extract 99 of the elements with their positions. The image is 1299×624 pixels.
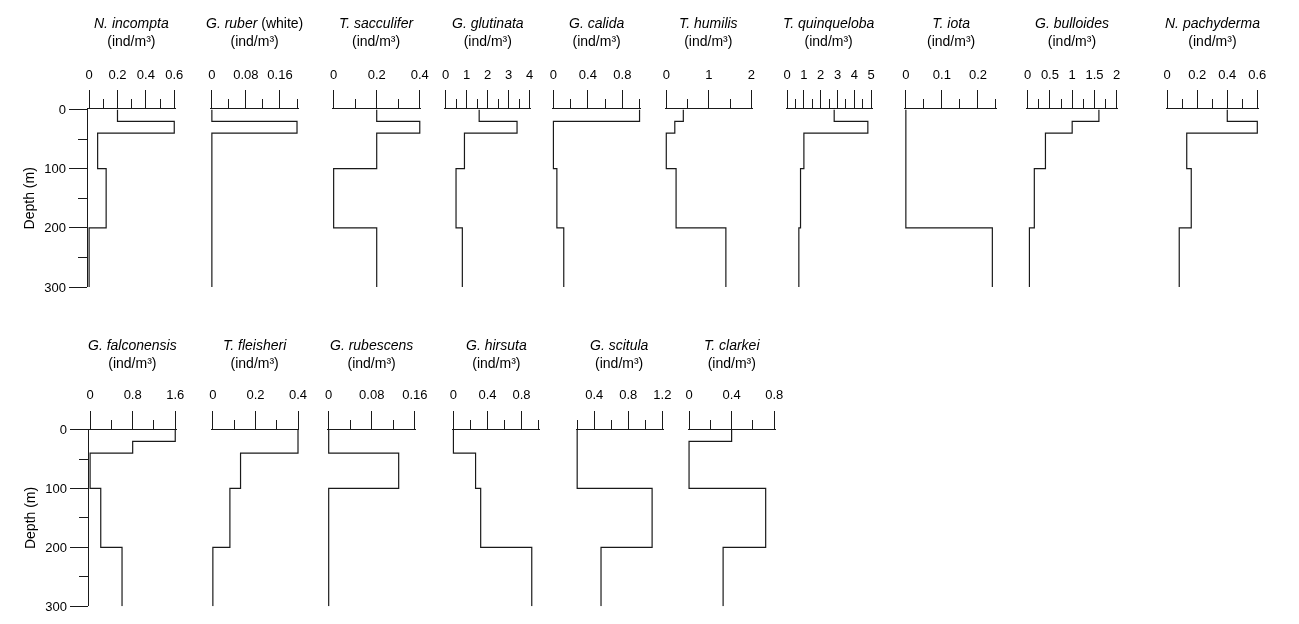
chart-title: T. sacculifer: [339, 15, 415, 31]
x-tick-label: 2: [483, 67, 492, 83]
x-tick-label: 0: [902, 67, 910, 83]
x-tick-label: 0: [1024, 67, 1032, 83]
chart-title: T. clarkei: [704, 337, 761, 353]
x-tick-label: 0.4: [410, 67, 429, 83]
chart-title: T. iota: [932, 15, 971, 31]
chart-title: T. humilis: [679, 15, 738, 31]
y-axis-title: Depth (m): [20, 167, 37, 230]
x-tick-label: 0: [209, 387, 217, 403]
x-tick-label: 0: [330, 67, 338, 83]
x-tick-label: 0: [208, 67, 216, 83]
y-tick-label: 300: [45, 598, 68, 614]
x-tick-label: 0: [449, 387, 458, 403]
x-tick-label: 0.2: [108, 67, 127, 83]
x-tick-label: 0.6: [1248, 67, 1267, 83]
chart-title: G. bulloides: [1035, 15, 1109, 31]
x-tick-label: 0: [662, 67, 670, 83]
x-axis-title: (ind/m³): [595, 355, 644, 372]
x-axis-title: (ind/m³): [351, 33, 401, 50]
y-tick-label: 200: [44, 220, 67, 236]
x-tick-label: 3: [505, 67, 513, 83]
x-tick-label: 0.4: [136, 67, 155, 83]
y-tick-label: 300: [44, 279, 67, 295]
x-tick-label: 0: [685, 387, 693, 403]
x-tick-label: 0.2: [968, 67, 987, 83]
x-tick-label: 0.8: [123, 387, 142, 403]
x-axis-title: (ind/m³): [707, 355, 756, 372]
x-tick-label: 0.8: [619, 387, 638, 403]
x-tick-label: 0.16: [267, 67, 293, 83]
x-axis-title: (ind/m³): [927, 33, 976, 50]
x-tick-label: 0.2: [1188, 67, 1207, 83]
x-tick-label: 0: [1163, 67, 1171, 83]
y-tick-label: 100: [44, 161, 67, 177]
x-tick-label: 0.16: [402, 387, 428, 403]
x-tick-label: 2: [817, 67, 825, 83]
x-tick-label: 0.5: [1040, 67, 1059, 83]
x-tick-label: 0.6: [165, 67, 184, 83]
x-axis-title: (ind/m³): [108, 355, 157, 372]
x-axis-title: (ind/m³): [684, 33, 733, 50]
y-axis-title: Depth (m): [21, 486, 38, 550]
x-tick-label: 0.4: [288, 387, 308, 403]
chart-title: T. quinqueloba: [783, 15, 875, 31]
x-tick-label: 0: [441, 67, 450, 83]
chart-title: N. pachyderma: [1165, 15, 1261, 31]
x-tick-label: 0.4: [1218, 67, 1237, 83]
chart-title: N. incompta: [94, 15, 169, 31]
x-axis-title: (ind/m³): [230, 33, 279, 50]
x-tick-label: 0.4: [722, 387, 741, 403]
x-axis-title: (ind/m³): [572, 33, 621, 50]
x-tick-label: 0: [783, 67, 791, 83]
chart-title: G. rubescens: [330, 337, 414, 353]
x-tick-label: 0.1: [932, 67, 951, 83]
x-tick-label: 0.4: [578, 67, 597, 83]
x-tick-label: 0.4: [585, 387, 604, 403]
x-tick-label: 0.8: [512, 387, 531, 403]
x-tick-label: 0.8: [765, 387, 784, 403]
x-axis-title: (ind/m³): [804, 33, 853, 50]
x-tick-label: 4: [850, 67, 858, 83]
x-tick-label: 1.5: [1085, 67, 1104, 83]
x-axis-title: (ind/m³): [107, 33, 156, 50]
x-axis-title: (ind/m³): [230, 355, 279, 372]
x-tick-label: 0.2: [367, 67, 386, 83]
x-tick-label: 5: [867, 67, 875, 83]
x-tick-label: 0.8: [613, 67, 632, 83]
x-axis-title: (ind/m³): [1188, 33, 1237, 50]
x-tick-label: 1.6: [166, 387, 185, 403]
x-tick-label: 2: [747, 67, 756, 83]
x-tick-label: 0.08: [359, 387, 385, 403]
x-tick-label: 1: [705, 67, 713, 83]
chart-title: G. scitula: [590, 337, 649, 353]
chart-title: G. falconensis: [88, 337, 177, 353]
x-tick-label: 0.08: [233, 67, 259, 83]
y-tick-label: 0: [58, 102, 67, 118]
x-tick-label: 1: [462, 67, 471, 83]
chart-title: T. fleisheri: [223, 337, 288, 353]
x-tick-label: 2: [1113, 67, 1121, 83]
x-tick-label: 3: [833, 67, 842, 83]
y-tick-label: 200: [45, 539, 68, 555]
x-tick-label: 4: [526, 67, 534, 83]
x-tick-label: 1: [1068, 67, 1076, 83]
x-tick-label: 1.2: [653, 387, 672, 403]
chart-title: G. calida: [569, 15, 625, 31]
x-tick-label: 0: [325, 387, 333, 403]
y-tick-label: 100: [45, 481, 68, 497]
x-tick-label: 0.4: [478, 387, 497, 403]
x-axis-title: (ind/m³): [1047, 33, 1097, 50]
x-tick-label: 1: [800, 67, 808, 83]
x-axis-title: (ind/m³): [463, 33, 512, 50]
x-tick-label: 0.2: [246, 387, 265, 403]
chart-title: G. glutinata: [452, 15, 524, 31]
x-tick-label: 0: [85, 67, 93, 83]
chart-title: G. hirsuta: [466, 337, 527, 353]
x-tick-label: 0: [549, 67, 558, 83]
x-tick-label: 0: [86, 387, 94, 403]
y-tick-label: 0: [59, 422, 68, 438]
chart-title: G. ruber (white): [206, 15, 304, 31]
x-axis-title: (ind/m³): [347, 355, 396, 372]
x-axis-title: (ind/m³): [472, 355, 521, 372]
